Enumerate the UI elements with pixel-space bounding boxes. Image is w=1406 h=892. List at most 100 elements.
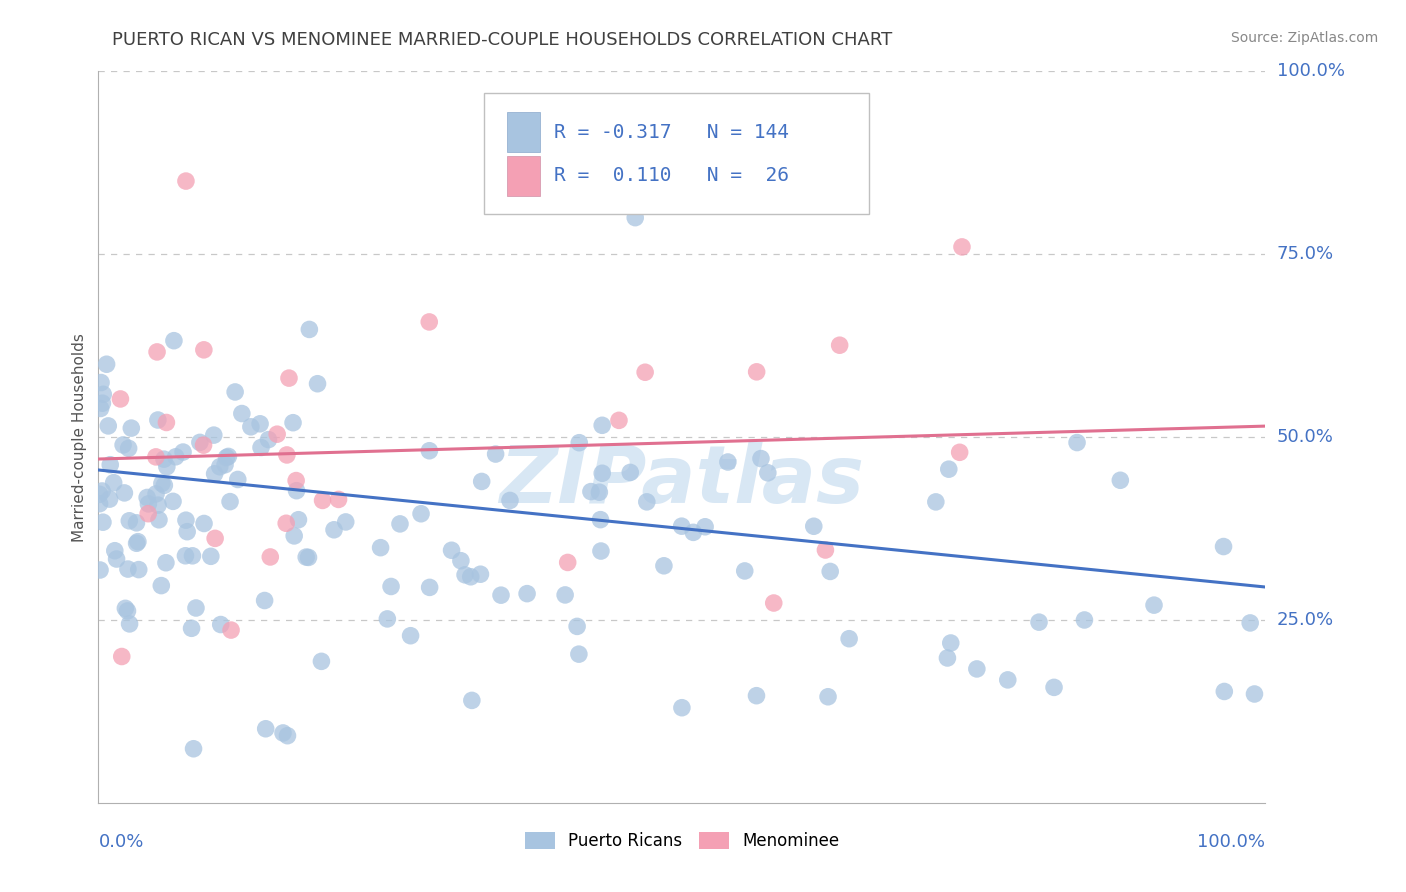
Point bbox=[214, 458, 236, 472]
Point bbox=[589, 544, 612, 558]
Point bbox=[89, 497, 111, 511]
Point bbox=[146, 498, 169, 512]
Point bbox=[1239, 615, 1261, 630]
Point bbox=[485, 447, 508, 461]
Point bbox=[762, 596, 785, 610]
Point bbox=[749, 451, 772, 466]
Point bbox=[257, 433, 280, 447]
Point bbox=[418, 315, 440, 329]
Point bbox=[734, 564, 756, 578]
Point bbox=[226, 473, 249, 487]
Point bbox=[311, 654, 333, 668]
Text: R =  0.110   N =  26: R = 0.110 N = 26 bbox=[554, 167, 789, 186]
Point bbox=[419, 581, 441, 595]
Point bbox=[634, 365, 657, 379]
Text: 0.0%: 0.0% bbox=[98, 833, 143, 851]
Point bbox=[461, 693, 484, 707]
Point bbox=[1073, 613, 1095, 627]
Point bbox=[471, 475, 494, 489]
Point bbox=[193, 516, 215, 531]
Point bbox=[114, 601, 136, 615]
Text: PUERTO RICAN VS MENOMINEE MARRIED-COUPLE HOUSEHOLDS CORRELATION CHART: PUERTO RICAN VS MENOMINEE MARRIED-COUPLE… bbox=[112, 31, 893, 49]
Point bbox=[219, 494, 242, 508]
Point bbox=[828, 338, 851, 352]
Point bbox=[112, 438, 135, 452]
Point bbox=[91, 387, 114, 401]
Point bbox=[150, 579, 173, 593]
Point bbox=[259, 549, 281, 564]
Legend: Puerto Ricans, Menominee: Puerto Ricans, Menominee bbox=[517, 825, 846, 856]
Point bbox=[619, 466, 641, 480]
Point bbox=[671, 700, 693, 714]
Point bbox=[636, 495, 658, 509]
Point bbox=[950, 240, 973, 254]
Point bbox=[756, 466, 779, 480]
Point bbox=[118, 514, 141, 528]
Point bbox=[204, 532, 226, 546]
Point bbox=[814, 543, 837, 558]
Point bbox=[323, 523, 346, 537]
Point bbox=[98, 458, 121, 472]
Point bbox=[589, 513, 612, 527]
Point bbox=[399, 629, 422, 643]
Y-axis label: Married-couple Households: Married-couple Households bbox=[72, 333, 87, 541]
Point bbox=[287, 513, 309, 527]
Point bbox=[90, 376, 112, 390]
Point bbox=[138, 497, 160, 511]
Point bbox=[1028, 615, 1050, 629]
Point bbox=[418, 443, 440, 458]
Point bbox=[591, 418, 613, 433]
Point bbox=[202, 428, 225, 442]
Point bbox=[803, 519, 825, 533]
Point bbox=[231, 407, 253, 421]
Point bbox=[105, 552, 128, 566]
Point bbox=[328, 492, 350, 507]
Point bbox=[153, 478, 176, 492]
Point bbox=[89, 563, 111, 577]
Point bbox=[110, 392, 132, 406]
Point bbox=[162, 494, 184, 508]
Point bbox=[165, 450, 187, 464]
Point bbox=[652, 558, 675, 573]
Point bbox=[278, 371, 301, 385]
Point bbox=[155, 556, 177, 570]
Point bbox=[489, 588, 512, 602]
Point bbox=[1243, 687, 1265, 701]
Point bbox=[818, 565, 841, 579]
Point bbox=[380, 579, 402, 593]
Point bbox=[146, 413, 169, 427]
Point bbox=[181, 549, 204, 563]
Point bbox=[215, 450, 238, 465]
Point bbox=[91, 483, 114, 498]
Point bbox=[183, 741, 205, 756]
Point bbox=[96, 357, 118, 371]
Point bbox=[117, 562, 139, 576]
FancyBboxPatch shape bbox=[508, 112, 540, 153]
Text: 100.0%: 100.0% bbox=[1277, 62, 1344, 80]
Point bbox=[817, 690, 839, 704]
Point bbox=[1043, 681, 1066, 695]
Point bbox=[717, 455, 740, 469]
Point bbox=[118, 616, 141, 631]
Point bbox=[176, 524, 198, 539]
Point bbox=[1143, 598, 1166, 612]
Point bbox=[155, 416, 177, 430]
Point bbox=[249, 417, 271, 431]
Point bbox=[671, 519, 693, 533]
Point bbox=[516, 587, 538, 601]
FancyBboxPatch shape bbox=[508, 156, 540, 196]
Point bbox=[254, 722, 277, 736]
Point bbox=[682, 525, 704, 540]
Point bbox=[1066, 435, 1088, 450]
Point bbox=[127, 534, 149, 549]
Text: R = -0.317   N = 144: R = -0.317 N = 144 bbox=[554, 122, 789, 142]
Point bbox=[253, 593, 276, 607]
Point bbox=[283, 529, 305, 543]
Point bbox=[148, 513, 170, 527]
Point bbox=[695, 520, 717, 534]
Text: 50.0%: 50.0% bbox=[1277, 428, 1333, 446]
Point bbox=[949, 445, 972, 459]
Point bbox=[409, 507, 432, 521]
Point bbox=[91, 396, 114, 410]
Point bbox=[145, 487, 167, 501]
